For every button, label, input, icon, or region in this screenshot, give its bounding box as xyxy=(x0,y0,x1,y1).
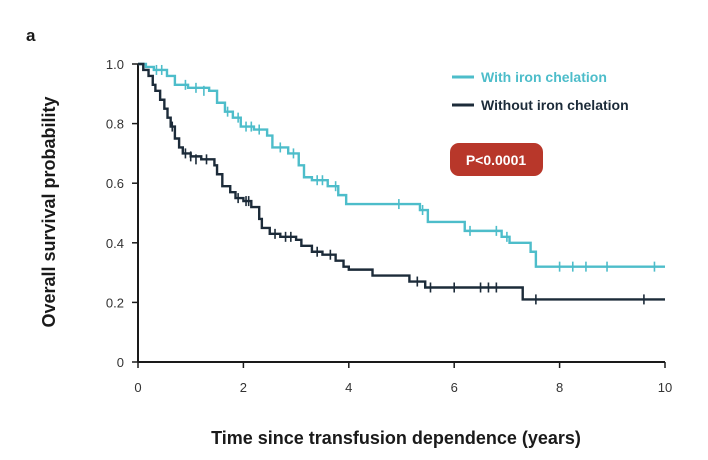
y-axis-title: Overall survival probability xyxy=(39,96,59,327)
axes: 0 2 4 6 8 10 0 0.2 0.4 0.6 0.8 1.0 xyxy=(106,57,672,395)
y-tick-label: 1.0 xyxy=(106,57,124,72)
survival-line-without-iron-chelation xyxy=(138,62,665,301)
y-tick-label: 0.8 xyxy=(106,117,124,132)
y-tick-label: 0.6 xyxy=(106,176,124,191)
p-value-badge-background xyxy=(450,143,543,176)
legend-label-without-chelation: Without iron chelation xyxy=(481,97,629,113)
x-tick-label: 8 xyxy=(556,380,563,395)
legend: With iron chelation Without iron chelati… xyxy=(452,69,629,113)
panel-label: a xyxy=(26,26,36,45)
x-tick-label: 2 xyxy=(240,380,247,395)
x-axis-title: Time since transfusion dependence (years… xyxy=(211,428,581,448)
survival-line-with-iron-chelation xyxy=(138,62,665,268)
y-tick-label: 0.4 xyxy=(106,236,124,251)
survival-curves xyxy=(138,62,665,305)
p-value-badge: P<0.0001 xyxy=(450,143,543,176)
p-value-text: P<0.0001 xyxy=(466,152,527,168)
y-tick-label: 0.2 xyxy=(106,295,124,310)
legend-label-with-chelation: With iron chelation xyxy=(481,69,607,85)
x-tick-label: 0 xyxy=(134,380,141,395)
x-tick-label: 4 xyxy=(345,380,352,395)
x-tick-label: 6 xyxy=(451,380,458,395)
y-tick-label: 0 xyxy=(117,355,124,370)
x-tick-label: 10 xyxy=(658,380,672,395)
